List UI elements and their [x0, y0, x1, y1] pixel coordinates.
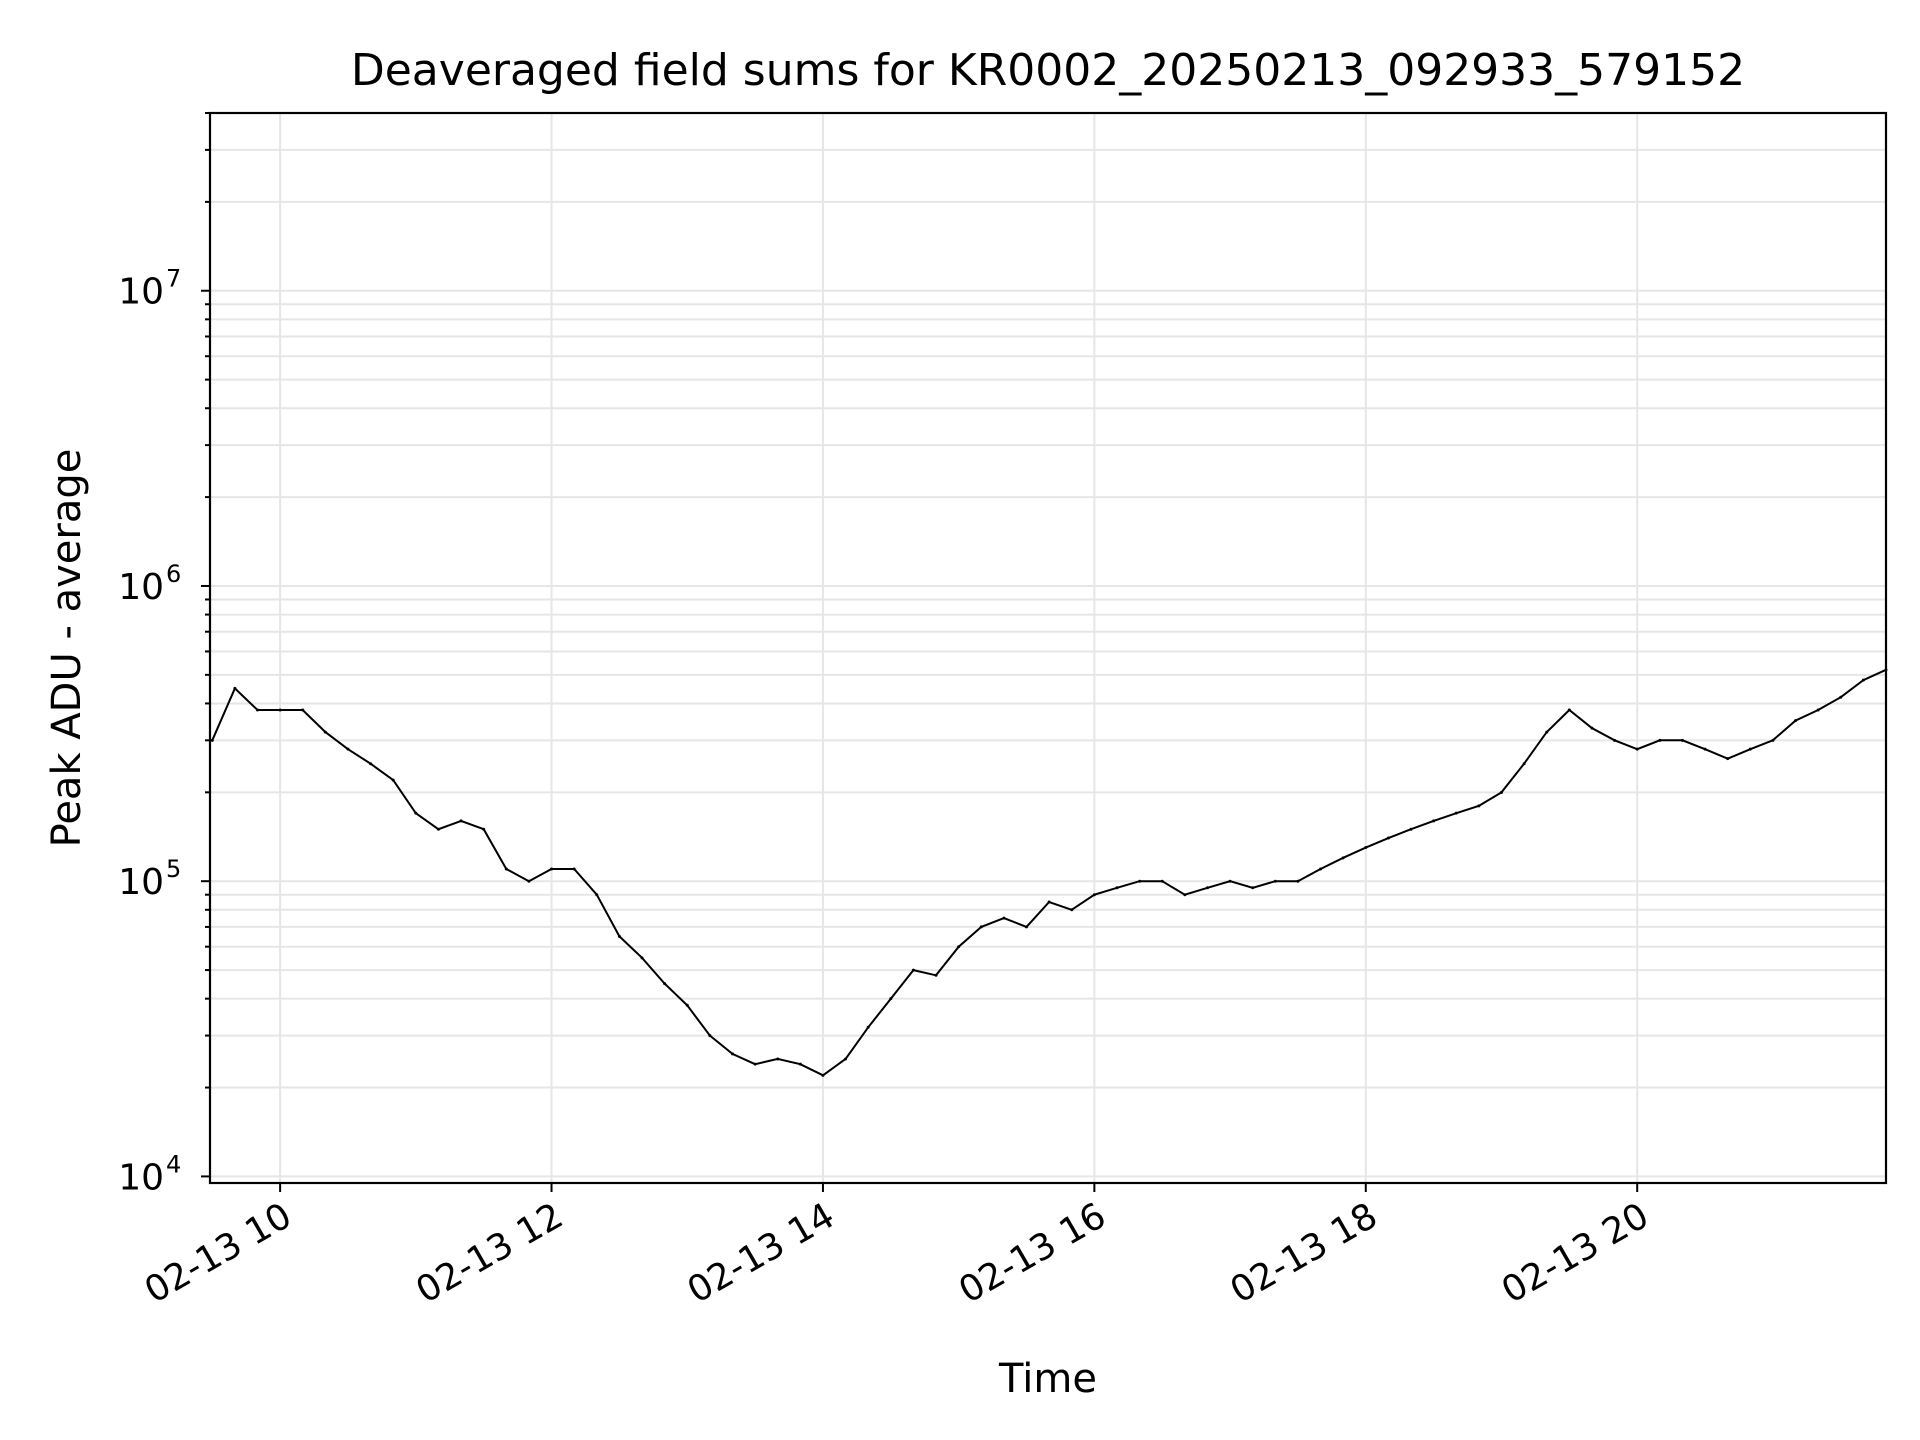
plot-area	[210, 668, 1888, 1077]
data-point	[1635, 747, 1639, 751]
x-tick-label: 02-13 16	[952, 1195, 1113, 1311]
data-point	[1002, 916, 1006, 920]
data-point	[1658, 738, 1662, 742]
data-point	[730, 1052, 734, 1056]
data-point	[1839, 695, 1843, 699]
data-point	[391, 778, 395, 782]
data-point	[1522, 762, 1526, 766]
data-point	[1861, 678, 1865, 682]
data-point	[1726, 757, 1730, 761]
data-point	[979, 925, 983, 929]
data-point	[617, 934, 621, 938]
data-point	[844, 1057, 848, 1061]
data-point	[1341, 856, 1345, 860]
data-point	[527, 879, 531, 883]
data-point	[1273, 879, 1277, 883]
data-point	[1409, 827, 1413, 831]
data-point	[1386, 836, 1390, 840]
data-point	[1703, 747, 1707, 751]
series-line-0	[211, 668, 1887, 1077]
data-point	[1319, 867, 1323, 871]
data-point	[210, 738, 214, 742]
x-axis-label: Time	[998, 1356, 1097, 1402]
x-tick-label: 02-13 20	[1495, 1195, 1656, 1311]
data-point	[323, 730, 327, 734]
data-point	[753, 1062, 757, 1066]
grid	[210, 112, 1886, 1183]
chart-title: Deaveraged field sums for KR0002_2025021…	[351, 45, 1745, 96]
data-point	[278, 708, 282, 712]
data-point	[1567, 708, 1571, 712]
data-point	[1499, 790, 1503, 794]
data-point	[1816, 708, 1820, 712]
y-tick-label: 10	[118, 1157, 164, 1198]
data-point	[1590, 726, 1594, 730]
data-point	[1092, 893, 1096, 897]
data-point	[1138, 879, 1142, 883]
data-point	[1477, 804, 1481, 808]
data-point	[550, 867, 554, 871]
data-point	[798, 1062, 802, 1066]
y-tick-exponent: 4	[166, 1150, 181, 1178]
data-point	[776, 1057, 780, 1061]
data-point	[889, 997, 893, 1001]
data-point	[1432, 819, 1436, 823]
data-point	[1115, 886, 1119, 890]
data-point	[957, 945, 961, 949]
data-point	[301, 708, 305, 712]
data-point	[1070, 908, 1074, 912]
y-axis-label: Peak ADU - average	[44, 449, 90, 848]
data-point	[934, 973, 938, 977]
data-point	[1545, 730, 1549, 734]
data-point	[414, 811, 418, 815]
y-tick-exponent: 7	[166, 265, 181, 293]
x-tick-label: 02-13 18	[1224, 1195, 1385, 1311]
data-point	[1228, 879, 1232, 883]
data-point	[482, 827, 486, 831]
data-point	[1794, 719, 1798, 723]
data-point	[459, 819, 463, 823]
plot-frame	[208, 111, 1888, 1185]
y-tick-exponent: 5	[166, 855, 181, 883]
data-point	[233, 686, 237, 690]
data-point	[866, 1025, 870, 1029]
data-point	[255, 708, 259, 712]
data-point	[1748, 747, 1752, 751]
data-point	[1047, 900, 1051, 904]
y-tick-exponent: 6	[166, 560, 181, 588]
data-point	[685, 1003, 689, 1007]
data-point	[663, 982, 667, 986]
data-point	[1454, 811, 1458, 815]
data-point	[1160, 879, 1164, 883]
y-tick-label: 10	[118, 567, 164, 608]
data-point	[708, 1034, 712, 1038]
data-point	[640, 956, 644, 960]
data-point	[1613, 738, 1617, 742]
data-point	[1251, 886, 1255, 890]
data-point	[1296, 879, 1300, 883]
data-point	[1183, 893, 1187, 897]
x-tick-label: 02-13 10	[138, 1195, 299, 1311]
y-tick-label: 10	[118, 862, 164, 903]
data-point	[436, 827, 440, 831]
x-ticks: 02-13 10 02-13 12 02-13 14 02-13 16 02-13 18…	[138, 1183, 1656, 1312]
data-point	[1205, 886, 1209, 890]
data-point	[369, 762, 373, 766]
data-point	[821, 1073, 825, 1077]
x-tick-label: 02-13 14	[681, 1195, 842, 1311]
data-point	[1680, 738, 1684, 742]
data-point	[346, 747, 350, 751]
data-point	[1025, 925, 1029, 929]
x-tick-label: 02-13 12	[409, 1195, 570, 1311]
y-tick-label: 10	[118, 272, 164, 313]
data-point	[1771, 738, 1775, 742]
data-point	[504, 867, 508, 871]
data-point	[911, 968, 915, 972]
data-point	[595, 893, 599, 897]
data-point	[1364, 846, 1368, 850]
data-point	[572, 867, 576, 871]
